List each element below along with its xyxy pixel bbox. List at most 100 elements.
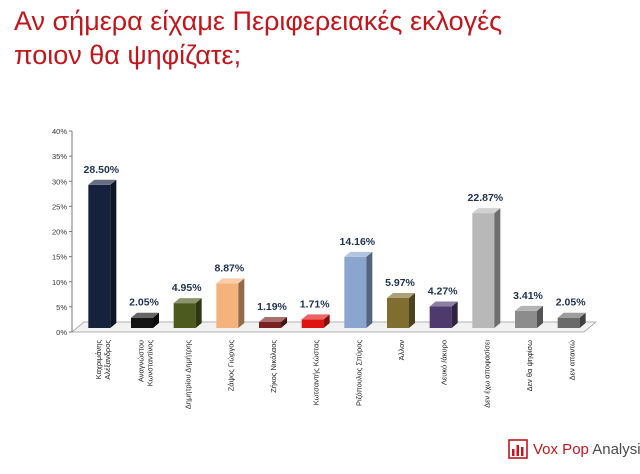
data-label: 3.41%	[513, 290, 543, 302]
bar	[387, 293, 415, 328]
logo-accent: Vox Pop	[533, 440, 589, 458]
category-label: Κωτσαντής Κώστας	[312, 340, 321, 406]
bar-side	[195, 298, 202, 328]
bar-front	[301, 319, 324, 328]
chart-category-labels: Καχριμάνης Αλέξανδρος Αναγνώστου Κωνσταντίν…	[94, 340, 577, 410]
category-label: Αναγνώστου Κωνσταντίνος	[137, 340, 155, 387]
logo-rest: Analysis	[592, 440, 640, 458]
bar-front	[472, 213, 495, 328]
chart-floor	[70, 321, 598, 333]
data-label: 2.05%	[129, 297, 159, 309]
data-label: 28.50%	[84, 164, 120, 176]
bar	[515, 305, 543, 328]
category-label: Λευκό /άκυρο	[440, 340, 449, 385]
vox-pop-logo: Vox Pop Analysis	[508, 436, 640, 462]
data-label: 4.95%	[172, 282, 202, 294]
bar-side	[323, 314, 330, 328]
bar-front	[387, 298, 409, 328]
bar-front	[216, 283, 239, 328]
bar-top	[259, 317, 287, 323]
bar	[173, 298, 202, 328]
y-tick-label: 40%	[52, 127, 67, 136]
y-tick-label: 10%	[52, 278, 67, 287]
category-label-line: Κωτσαντής Κώστας	[312, 340, 321, 406]
bar-top	[301, 314, 330, 320]
category-label: Ριζόπουλος Σπύρος	[354, 340, 363, 406]
y-tick-label: 30%	[52, 177, 67, 186]
bar	[301, 314, 330, 328]
y-tick-label: 35%	[52, 152, 67, 161]
y-tick-label: 5%	[56, 303, 67, 312]
bar-side	[366, 251, 373, 328]
bar	[216, 278, 245, 328]
bar-side	[153, 312, 159, 328]
category-label: Ζάψος Γιώργος	[226, 340, 235, 392]
category-label-line: Αναγνώστου	[137, 340, 146, 382]
bar	[472, 208, 501, 328]
bar	[344, 251, 373, 328]
bar-top	[344, 251, 373, 257]
category-label-line: Καχριμάνης	[94, 340, 103, 380]
bar-top	[216, 278, 245, 284]
bar-top	[173, 298, 202, 304]
bar	[259, 317, 287, 328]
category-label-line: Δεν απαντώ	[568, 340, 577, 381]
chart-axes: 0% 5% 10% 15% 20% 25% 30% 35% 40%	[52, 127, 598, 337]
category-label-line: Δημητρίου Δημήτρης	[184, 340, 193, 410]
category-label-line: Δεν θα ψηφίσω	[525, 340, 534, 391]
category-label-line: Ριζόπουλος Σπύρος	[354, 340, 363, 406]
bar-front	[259, 322, 281, 328]
y-tick-label: 15%	[52, 253, 67, 262]
bar-side	[494, 208, 501, 328]
category-label: Ζήκος Νικόλαος	[269, 340, 278, 393]
bar-front	[88, 184, 111, 328]
bar-side	[409, 293, 415, 328]
category-label-line: Λευκό /άκυρο	[440, 340, 449, 385]
category-label: Δεν θα ψηφίσω	[525, 340, 534, 391]
category-label-line: Αλέξανδρος	[103, 340, 112, 380]
bar	[88, 179, 117, 328]
bar-top	[429, 301, 458, 307]
bar-side	[110, 179, 117, 328]
chart-title: Αν σήμερα είχαμε Περιφερειακές εκλογές π…	[14, 4, 626, 72]
bar-side	[451, 301, 458, 328]
chart-bars	[88, 179, 586, 328]
y-tick-label: 20%	[52, 228, 67, 237]
category-label: Καχριμάνης Αλέξανδρος	[94, 340, 112, 380]
bar	[131, 312, 159, 328]
category-label-line: Κωνσταντίνος	[146, 340, 155, 387]
data-label: 22.87%	[468, 192, 504, 204]
data-label: 8.87%	[214, 262, 244, 274]
category-label-line: Ζάψος Γιώργος	[226, 340, 235, 392]
y-tick-label: 0%	[56, 328, 67, 337]
category-label: Δεν απαντώ	[568, 340, 577, 381]
category-label: Δημητρίου Δημήτρης	[184, 340, 193, 410]
category-label-line: Άλλον	[397, 340, 406, 361]
bar-side	[238, 278, 245, 328]
category-label: Άλλον	[397, 340, 406, 361]
data-label: 4.27%	[428, 286, 458, 298]
bar-front	[344, 256, 367, 328]
chart-data-labels: 28.50% 2.05% 4.95% 8.87% 1.19% 1.71% 14.16% 5.9…	[84, 164, 587, 313]
title-line-1: Αν σήμερα είχαμε Περιφερειακές εκλογές	[14, 6, 503, 36]
title-line-2: ποιον θα ψηφίζατε;	[14, 40, 242, 70]
bar-top	[88, 179, 117, 185]
y-tick-label: 25%	[52, 202, 67, 211]
category-label: Δεν έχω αποφασίσει	[482, 340, 491, 408]
bar-front	[429, 306, 452, 328]
category-label-line: Ζήκος Νικόλαος	[269, 340, 278, 393]
bar-side	[579, 312, 586, 328]
bar-side	[281, 317, 287, 328]
category-label-line: Δεν έχω αποφασίσει	[482, 340, 491, 408]
bar-front	[515, 310, 537, 328]
bar-top	[387, 293, 415, 299]
data-label: 1.19%	[257, 301, 287, 313]
data-label: 14.16%	[340, 236, 376, 248]
bar	[557, 312, 586, 328]
bar-top	[472, 208, 501, 214]
bar-front	[557, 317, 580, 328]
bar-chart-logo-icon	[508, 439, 528, 459]
data-label: 5.97%	[385, 277, 415, 289]
bar-front	[173, 303, 196, 328]
